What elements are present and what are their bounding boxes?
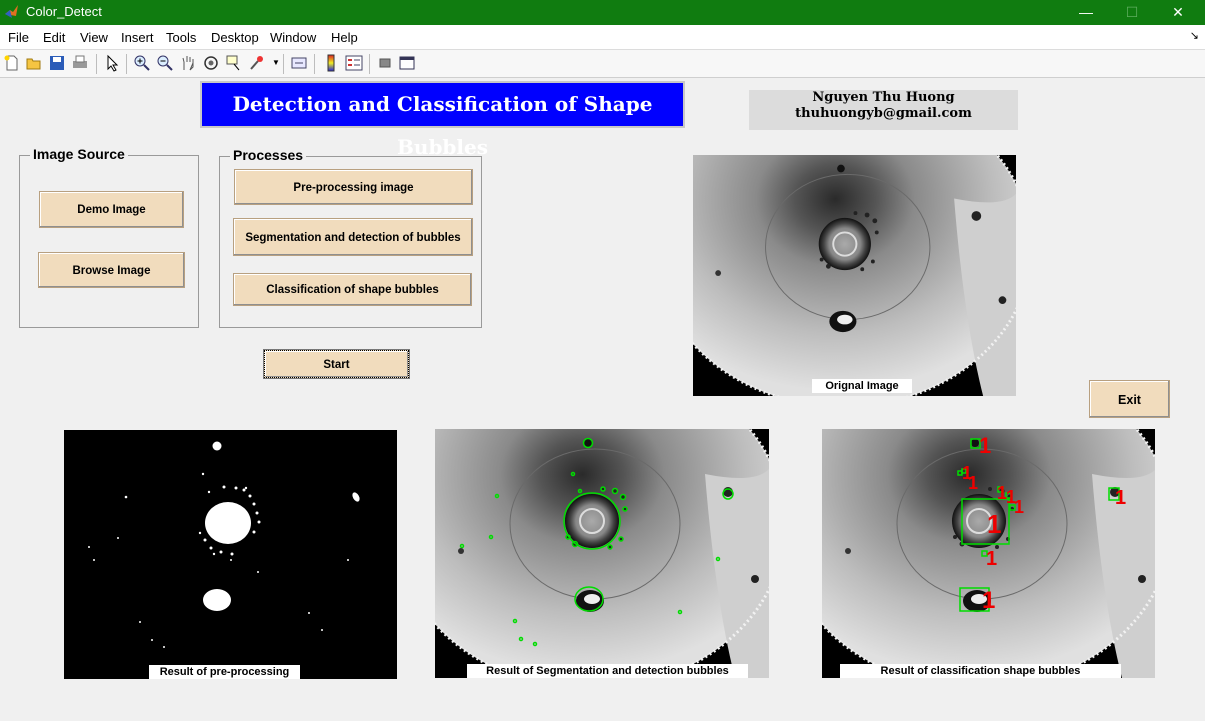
menu-help[interactable]: Help bbox=[331, 30, 358, 45]
dock-arrow-icon[interactable]: ↘ bbox=[1189, 30, 1199, 42]
brush-icon[interactable] bbox=[248, 54, 266, 72]
classification-caption: Result of classification shape bubbles bbox=[840, 664, 1121, 678]
maximize-button[interactable]: ☐ bbox=[1125, 4, 1139, 20]
svg-text:1: 1 bbox=[979, 433, 991, 458]
window-title: Color_Detect bbox=[26, 4, 102, 19]
original-caption: Orignal Image bbox=[812, 379, 912, 393]
data-cursor-icon[interactable] bbox=[225, 54, 243, 72]
segmentation-caption: Result of Segmentation and detection bub… bbox=[467, 664, 748, 678]
svg-text:1: 1 bbox=[1006, 487, 1016, 507]
svg-text:1: 1 bbox=[987, 509, 1001, 539]
processes-panel: Processes bbox=[219, 147, 482, 328]
hide-tools-icon[interactable] bbox=[376, 54, 394, 72]
preprocessing-button[interactable]: Pre-processing image bbox=[234, 169, 473, 205]
svg-text:1: 1 bbox=[962, 463, 972, 483]
print-icon[interactable] bbox=[71, 54, 89, 72]
start-button[interactable]: Start bbox=[264, 350, 409, 378]
image-source-panel: Image Source bbox=[19, 146, 199, 328]
preprocess-caption: Result of pre-processing bbox=[149, 665, 300, 679]
app-title: Detection and Classification of Shape Bu… bbox=[200, 81, 685, 159]
author-email: thuhuongyb@gmail.com bbox=[795, 106, 972, 121]
window-title-bar[interactable]: Color_Detect — ☐ ✕ bbox=[0, 0, 1205, 25]
exit-button[interactable]: Exit bbox=[1089, 380, 1170, 418]
segmentation-overlay bbox=[435, 429, 769, 678]
image-source-label: Image Source bbox=[30, 146, 128, 162]
menu-desktop[interactable]: Desktop bbox=[211, 30, 259, 45]
legend-icon[interactable] bbox=[345, 54, 363, 72]
demo-image-button[interactable]: Demo Image bbox=[39, 191, 184, 228]
close-button[interactable]: ✕ bbox=[1172, 4, 1184, 20]
menu-insert[interactable]: Insert bbox=[121, 30, 154, 45]
menu-bar: File Edit View Insert Tools Desktop Wind… bbox=[0, 25, 1205, 50]
author-box: Nguyen Thu Huong thuhuongyb@gmail.com bbox=[749, 90, 1018, 130]
svg-text:1: 1 bbox=[997, 483, 1007, 503]
menu-view[interactable]: View bbox=[80, 30, 108, 45]
chevron-down-icon[interactable]: ▼ bbox=[272, 58, 280, 67]
minimize-button[interactable]: — bbox=[1079, 4, 1093, 20]
segmentation-result-image: Result of Segmentation and detection bub… bbox=[435, 429, 769, 678]
link-icon[interactable] bbox=[290, 54, 308, 72]
zoom-in-icon[interactable] bbox=[133, 54, 151, 72]
classification-button[interactable]: Classification of shape bubbles bbox=[233, 273, 472, 306]
bubble-photo bbox=[693, 155, 1016, 396]
figure-toolbar: ▼ bbox=[0, 50, 1205, 78]
zoom-out-icon[interactable] bbox=[156, 54, 174, 72]
svg-text:1: 1 bbox=[1014, 497, 1024, 517]
classification-overlay: 1 1 1 1 1 1 1 1 1 1 bbox=[822, 429, 1155, 678]
pan-icon[interactable] bbox=[179, 54, 197, 72]
author-name: Nguyen Thu Huong bbox=[812, 90, 955, 105]
new-figure-icon[interactable] bbox=[3, 54, 21, 72]
classification-result-image: 1 1 1 1 1 1 1 1 1 1 Result of classifica… bbox=[822, 429, 1155, 678]
matlab-icon bbox=[5, 5, 18, 18]
menu-window[interactable]: Window bbox=[270, 30, 317, 45]
original-image: Orignal Image bbox=[693, 155, 1016, 396]
save-icon[interactable] bbox=[48, 54, 66, 72]
svg-text:1: 1 bbox=[968, 473, 978, 493]
processes-label: Processes bbox=[230, 147, 307, 163]
svg-text:1: 1 bbox=[982, 587, 995, 614]
rotate-icon[interactable] bbox=[202, 54, 220, 72]
colorbar-icon[interactable] bbox=[322, 54, 340, 72]
svg-text:1: 1 bbox=[1115, 487, 1126, 509]
menu-edit[interactable]: Edit bbox=[43, 30, 66, 45]
svg-text:1: 1 bbox=[986, 548, 997, 570]
binary-mask bbox=[64, 430, 397, 679]
browse-image-button[interactable]: Browse Image bbox=[38, 252, 185, 288]
pointer-icon[interactable] bbox=[103, 54, 121, 72]
segmentation-button[interactable]: Segmentation and detection of bubbles bbox=[233, 218, 473, 256]
open-icon[interactable] bbox=[25, 54, 43, 72]
menu-file[interactable]: File bbox=[8, 30, 29, 45]
preprocess-result-image: Result of pre-processing bbox=[64, 430, 397, 679]
menu-tools[interactable]: Tools bbox=[166, 30, 197, 45]
dock-icon[interactable] bbox=[398, 54, 416, 72]
